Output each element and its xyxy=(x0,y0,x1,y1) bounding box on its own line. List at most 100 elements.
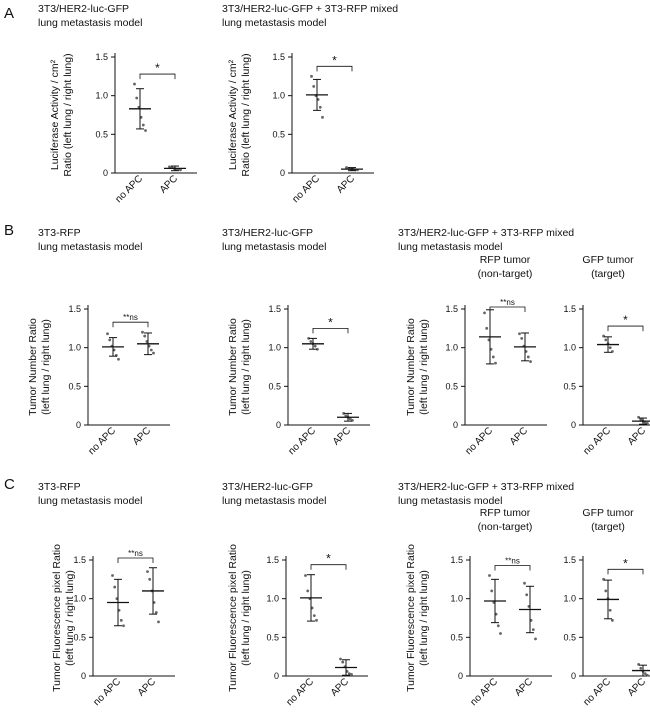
y-tick-label: 0 xyxy=(276,420,281,430)
x-category-label: APC xyxy=(331,425,353,447)
data-point xyxy=(313,344,317,348)
y-tick-label: 0 xyxy=(81,671,86,681)
y-axis-label-line: (left lung / right lung) xyxy=(418,319,430,415)
y-tick-label: 0 xyxy=(571,420,576,430)
data-point xyxy=(146,570,149,573)
chart-subtitle-line: RFP tumor xyxy=(480,254,531,266)
y-tick-label: 1.5 xyxy=(563,555,576,565)
chart-title-line: lung metastasis model xyxy=(398,495,502,507)
y-axis-label-line: Luciferase Activity / cm² xyxy=(227,59,239,170)
x-category-label: no APC xyxy=(286,425,318,457)
chart-4: 3T3/HER2-luc-GFP lung metastasis model Tum… xyxy=(222,227,370,457)
x-category-label: APC xyxy=(131,425,153,447)
chart-subtitle-line: (target) xyxy=(591,268,625,280)
significance-bracket xyxy=(310,564,347,570)
data-point xyxy=(490,589,494,593)
significance-bracket xyxy=(494,565,531,571)
significance-label: * xyxy=(332,53,337,67)
data-point xyxy=(345,166,348,169)
y-tick-label: 1.0 xyxy=(272,91,285,101)
y-tick-label: 0 xyxy=(280,168,285,178)
significance-label: * xyxy=(623,556,628,570)
y-tick-label: 1.0 xyxy=(95,91,108,101)
data-point xyxy=(491,355,495,359)
data-point xyxy=(119,618,123,622)
x-category-label: no APC xyxy=(581,425,613,457)
y-axis-label-line: Tumor Fluorescence pixel Ratio xyxy=(51,544,63,692)
data-point xyxy=(306,589,310,593)
data-point xyxy=(604,589,608,593)
data-point xyxy=(309,340,313,343)
y-axis-label-line: Ratio (left lung / right lung) xyxy=(62,53,74,176)
chart-subtitle-line: GFP tumor xyxy=(582,507,634,519)
chart-subtitle-line: (target) xyxy=(591,521,625,533)
y-tick-label: 1.0 xyxy=(266,594,279,604)
significance-label: * xyxy=(623,313,628,327)
significance-label: * xyxy=(328,315,333,329)
data-point xyxy=(525,593,529,597)
x-category-label: APC xyxy=(513,676,535,698)
significance-label: **ns xyxy=(128,549,143,558)
data-point xyxy=(347,672,351,676)
chart-title-line: lung metastasis model xyxy=(222,17,326,29)
data-point xyxy=(316,347,319,351)
y-tick-label: 1.5 xyxy=(266,555,279,565)
x-category-label: no APC xyxy=(113,173,145,205)
significance-bracket xyxy=(607,568,644,575)
chart-title-line: 3T3-RFP xyxy=(38,227,81,239)
y-tick-label: 0.5 xyxy=(563,381,576,391)
chart-title-line: 3T3/HER2-luc-GFP + 3T3-RFP mixed xyxy=(398,481,574,493)
chart-title-line: lung metastasis model xyxy=(222,241,326,253)
data-point xyxy=(141,330,144,334)
x-category-label: APC xyxy=(508,425,530,447)
data-point xyxy=(315,618,318,622)
y-tick-label: 1.5 xyxy=(450,555,463,565)
y-tick-label: 0.5 xyxy=(268,381,281,391)
y-tick-label: 0.5 xyxy=(272,129,285,139)
chart-subtitle-line: RFP tumor xyxy=(480,507,531,519)
chart-3: 3T3-RFP lung metastasis model Tumor Number… xyxy=(27,227,170,457)
data-point xyxy=(312,84,316,88)
x-category-label: no APC xyxy=(463,425,495,457)
data-point xyxy=(643,421,647,425)
x-category-label: APC xyxy=(136,676,158,698)
y-axis-label-line: Ratio (left lung / right lung) xyxy=(240,53,252,176)
data-point xyxy=(341,660,345,664)
data-point xyxy=(483,311,486,315)
chart-1: 3T3/HER2-luc-GFP lung metastasis model Luc… xyxy=(38,3,197,205)
data-point xyxy=(639,418,643,421)
y-tick-label: 1.5 xyxy=(95,52,108,62)
data-point xyxy=(122,624,125,628)
y-axis-label-line: (left lung / right lung) xyxy=(240,570,252,666)
data-point xyxy=(152,351,155,355)
data-point xyxy=(307,336,310,340)
chart-title-line: 3T3/HER2-luc-GFP + 3T3-RFP mixed xyxy=(398,227,574,239)
data-point xyxy=(179,168,182,172)
data-point xyxy=(494,361,497,365)
data-point xyxy=(149,348,153,352)
data-point xyxy=(485,326,489,330)
y-tick-label: 0.5 xyxy=(73,632,86,642)
data-point xyxy=(608,608,612,612)
significance-label: **ns xyxy=(123,313,138,322)
y-tick-label: 0 xyxy=(571,671,576,681)
data-point xyxy=(154,611,158,614)
y-tick-label: 1.5 xyxy=(68,304,81,314)
y-axis-label-line: (left lung / right lung) xyxy=(418,570,430,666)
data-point xyxy=(639,666,643,670)
y-tick-label: 0.5 xyxy=(266,632,279,642)
chart-5: 3T3/HER2-luc-GFP + 3T3-RFP mixed lung met… xyxy=(398,227,574,457)
y-tick-label: 1.0 xyxy=(73,594,86,604)
data-point xyxy=(108,338,112,342)
y-tick-label: 0 xyxy=(274,671,279,681)
y-axis-label-line: Tumor Fluorescence pixel Ratio xyxy=(405,544,417,692)
chart-title-line: lung metastasis model xyxy=(38,241,142,253)
chart-title-line: lung metastasis model xyxy=(38,17,142,29)
y-tick-label: 0.5 xyxy=(445,381,458,391)
significance-label: **ns xyxy=(505,556,520,565)
chart-9: 3T3/HER2-luc-GFP + 3T3-RFP mixed lung met… xyxy=(398,481,574,708)
data-point xyxy=(529,360,532,363)
data-point xyxy=(312,614,316,618)
data-point xyxy=(643,672,647,676)
